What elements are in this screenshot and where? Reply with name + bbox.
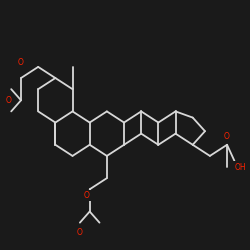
Text: O: O: [5, 96, 11, 105]
Text: O: O: [18, 58, 24, 67]
Text: OH: OH: [234, 162, 246, 172]
Text: O: O: [77, 228, 83, 236]
Text: O: O: [224, 132, 230, 140]
Text: O: O: [84, 191, 90, 200]
